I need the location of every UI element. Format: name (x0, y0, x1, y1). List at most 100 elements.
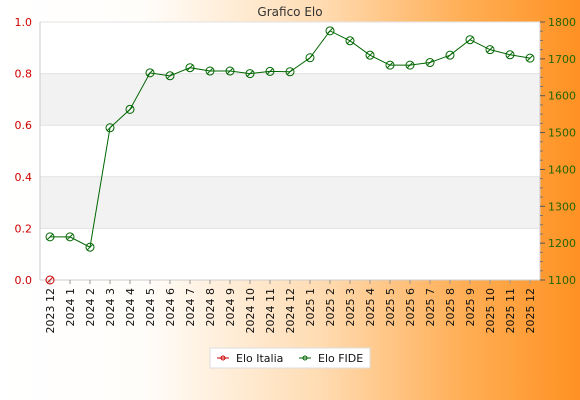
x-tick-label: 2024 10 (244, 288, 257, 334)
grid-band (40, 176, 540, 229)
data-point-mark (326, 27, 334, 35)
data-point-mark (466, 36, 474, 44)
right-tick-label: 1800 (548, 16, 576, 29)
right-tick-label: 1100 (548, 274, 576, 287)
data-point-mark (406, 61, 414, 69)
data-point-mark (46, 233, 54, 241)
x-tick-label: 2024 3 (104, 288, 117, 327)
chart-title: Grafico Elo (257, 5, 322, 19)
data-point-mark (366, 51, 374, 59)
data-point (245, 69, 255, 79)
data-point (305, 53, 315, 63)
left-tick-label: 0.0 (15, 274, 33, 287)
data-point (45, 275, 55, 285)
data-point-mark (426, 59, 434, 66)
right-tick-label: 1200 (548, 237, 576, 250)
legend-swatch-marker (220, 355, 226, 361)
x-tick-label: 2024 6 (164, 288, 177, 327)
data-point (505, 50, 515, 60)
data-point-mark (86, 243, 94, 251)
data-point (325, 26, 335, 36)
x-tick-label: 2024 2 (84, 288, 97, 327)
legend-label: Elo Italia (236, 352, 283, 365)
x-tick-label: 2025 7 (424, 288, 437, 327)
data-point-mark (206, 67, 214, 75)
data-point-mark (306, 54, 314, 62)
x-tick-label: 2025 2 (324, 288, 337, 327)
data-point (425, 58, 435, 68)
data-point (485, 45, 495, 55)
x-tick-label: 2025 3 (344, 288, 357, 327)
data-point-mark (446, 51, 454, 59)
data-point-mark (166, 72, 174, 80)
x-tick-label: 2024 7 (184, 288, 197, 327)
data-point-mark (146, 69, 154, 77)
data-point-mark (526, 54, 534, 62)
data-point-mark (286, 68, 294, 76)
data-point (205, 66, 215, 76)
data-point-mark (126, 105, 134, 113)
left-tick-label: 0.4 (15, 171, 33, 184)
plot-area (40, 22, 540, 280)
data-point-mark (506, 51, 514, 59)
x-tick-label: 2024 9 (224, 288, 237, 327)
left-tick-label: 1.0 (15, 16, 33, 29)
data-point (105, 123, 115, 133)
x-tick-label: 2025 12 (524, 288, 537, 334)
data-point (465, 35, 475, 45)
x-tick-label: 2024 11 (264, 288, 277, 334)
x-tick-label: 2023 12 (44, 288, 57, 334)
left-tick-label: 0.8 (15, 68, 33, 81)
right-tick-label: 1500 (548, 127, 576, 140)
data-point-mark (66, 233, 74, 241)
x-tick-label: 2024 5 (144, 288, 157, 327)
data-point (165, 71, 175, 81)
data-point-mark (226, 67, 234, 75)
legend-swatch-marker (302, 355, 308, 361)
right-tick-label: 1700 (548, 53, 576, 66)
data-point (385, 60, 395, 70)
right-tick-label: 1300 (548, 200, 576, 213)
right-tick-label: 1600 (548, 90, 576, 103)
data-point-mark (386, 61, 394, 69)
data-point-mark (266, 68, 274, 75)
data-point (285, 67, 295, 77)
data-point (345, 36, 355, 46)
data-point (225, 66, 235, 76)
x-tick-label: 2025 9 (464, 288, 477, 327)
data-point (65, 232, 75, 242)
data-point-mark (186, 64, 194, 72)
left-tick-label: 0.2 (15, 222, 33, 235)
data-point (445, 50, 455, 60)
data-point (125, 104, 135, 114)
data-point (265, 66, 275, 76)
x-tick-label: 2025 10 (484, 288, 497, 334)
data-point-mark (346, 37, 354, 45)
x-tick-label: 2025 5 (384, 288, 397, 327)
legend-box (209, 347, 371, 369)
x-tick-label: 2024 8 (204, 288, 217, 327)
right-tick-label: 1400 (548, 163, 576, 176)
data-point (85, 242, 95, 252)
x-tick-label: 2025 11 (504, 288, 517, 334)
x-tick-label: 2025 6 (404, 288, 417, 327)
x-tick-label: 2025 8 (444, 288, 457, 327)
data-point (145, 68, 155, 78)
data-point-mark (246, 70, 254, 77)
data-point-mark (486, 46, 494, 53)
x-tick-label: 2025 4 (364, 288, 377, 327)
left-tick-label: 0.6 (15, 119, 33, 132)
grid-band (40, 73, 540, 126)
x-tick-label: 2024 12 (284, 288, 297, 334)
data-point-mark (46, 276, 54, 284)
data-point (525, 53, 535, 63)
data-point (45, 232, 55, 242)
data-point (185, 63, 195, 73)
x-tick-label: 2024 1 (64, 288, 77, 327)
x-tick-label: 2025 1 (304, 288, 317, 327)
data-point (365, 50, 375, 60)
legend-label: Elo FIDE (318, 352, 363, 365)
x-tick-label: 2024 4 (124, 288, 137, 327)
